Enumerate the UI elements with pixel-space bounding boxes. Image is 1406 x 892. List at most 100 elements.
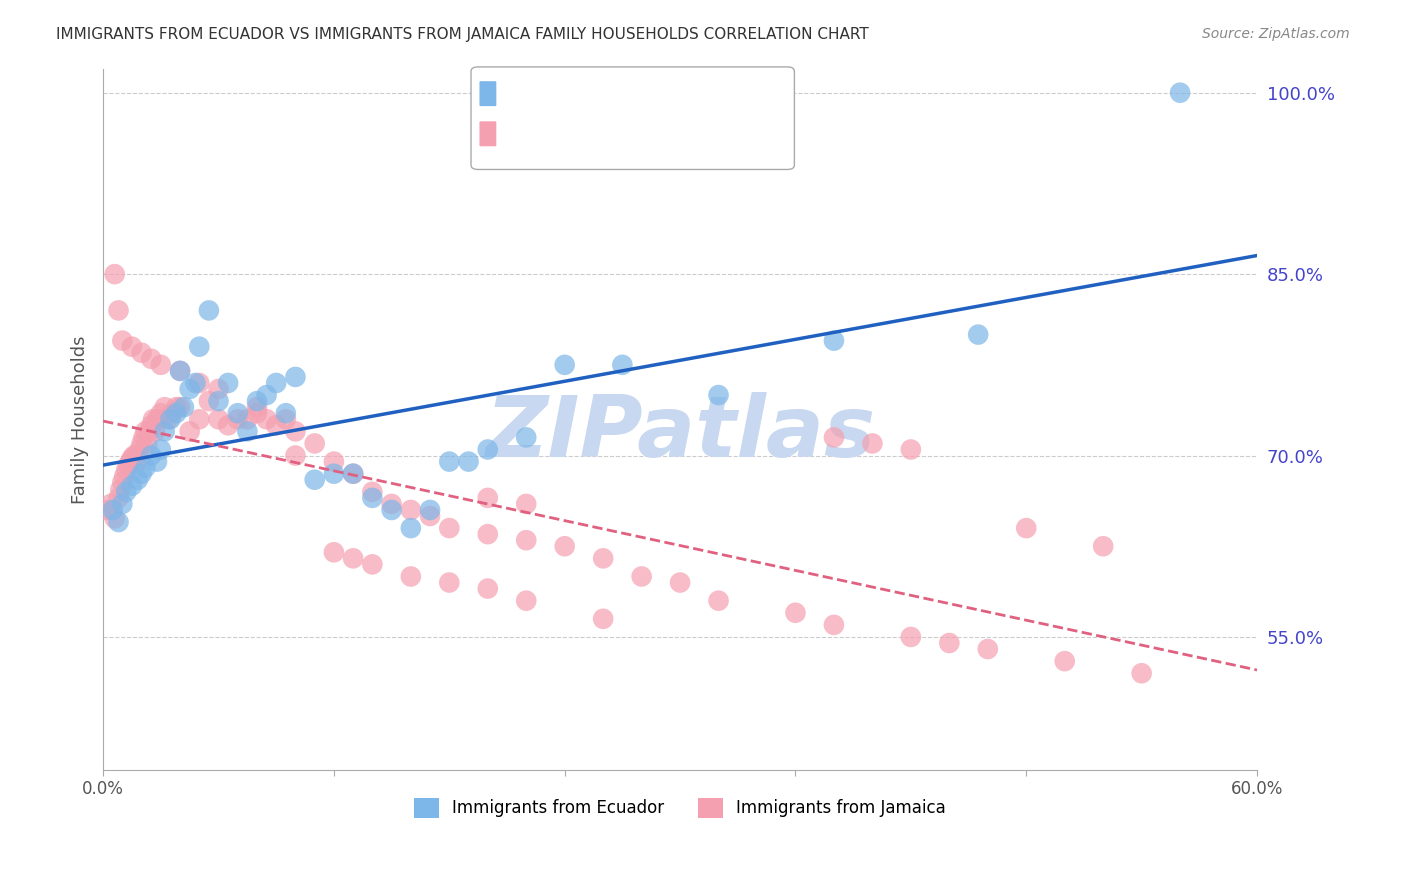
Point bbox=[304, 473, 326, 487]
Point bbox=[304, 436, 326, 450]
Point bbox=[207, 382, 229, 396]
Point bbox=[823, 334, 845, 348]
Point bbox=[342, 551, 364, 566]
Point bbox=[107, 491, 129, 505]
Point bbox=[136, 436, 159, 450]
Point bbox=[111, 334, 134, 348]
Point bbox=[217, 376, 239, 390]
Point bbox=[274, 406, 297, 420]
Point bbox=[107, 303, 129, 318]
Point bbox=[1053, 654, 1076, 668]
Point bbox=[554, 358, 576, 372]
Point bbox=[131, 345, 153, 359]
Point bbox=[256, 412, 278, 426]
Point bbox=[322, 454, 344, 468]
Point bbox=[274, 412, 297, 426]
Point bbox=[1168, 86, 1191, 100]
Point bbox=[207, 394, 229, 409]
Point bbox=[361, 491, 384, 505]
Point bbox=[165, 400, 187, 414]
Point bbox=[630, 569, 652, 583]
Point bbox=[134, 425, 156, 439]
Point bbox=[284, 449, 307, 463]
Point bbox=[131, 467, 153, 481]
Point bbox=[162, 406, 184, 420]
Point bbox=[938, 636, 960, 650]
Point bbox=[477, 582, 499, 596]
Point bbox=[121, 340, 143, 354]
Point bbox=[142, 412, 165, 426]
Point bbox=[515, 497, 537, 511]
Point bbox=[707, 593, 730, 607]
Point bbox=[141, 351, 163, 366]
Point bbox=[111, 475, 134, 490]
Point bbox=[118, 454, 141, 468]
Point bbox=[149, 358, 172, 372]
Point bbox=[100, 497, 122, 511]
Point bbox=[128, 442, 150, 457]
Point bbox=[612, 358, 634, 372]
Point bbox=[342, 467, 364, 481]
Point bbox=[146, 454, 169, 468]
Point bbox=[256, 388, 278, 402]
Point bbox=[159, 412, 181, 426]
Text: R =: R = bbox=[499, 82, 536, 100]
Legend: Immigrants from Ecuador, Immigrants from Jamaica: Immigrants from Ecuador, Immigrants from… bbox=[408, 791, 953, 825]
Point bbox=[188, 412, 211, 426]
Text: 0.714: 0.714 bbox=[544, 82, 596, 100]
Point bbox=[284, 425, 307, 439]
Text: 92: 92 bbox=[664, 122, 688, 140]
Point bbox=[179, 382, 201, 396]
Text: 0.099: 0.099 bbox=[544, 122, 596, 140]
Point bbox=[226, 406, 249, 420]
Point bbox=[477, 491, 499, 505]
Point bbox=[399, 503, 422, 517]
Point bbox=[477, 442, 499, 457]
Point bbox=[169, 400, 191, 414]
Point bbox=[107, 515, 129, 529]
Text: 46: 46 bbox=[664, 82, 686, 100]
Point bbox=[515, 533, 537, 548]
Text: N =: N = bbox=[619, 122, 655, 140]
Point bbox=[900, 442, 922, 457]
Point bbox=[592, 551, 614, 566]
Point bbox=[361, 484, 384, 499]
Point bbox=[439, 575, 461, 590]
Point bbox=[342, 467, 364, 481]
Point bbox=[115, 484, 138, 499]
Y-axis label: Family Households: Family Households bbox=[72, 335, 89, 503]
Point bbox=[669, 575, 692, 590]
Point bbox=[284, 370, 307, 384]
Point bbox=[117, 458, 139, 473]
Point bbox=[157, 412, 180, 426]
Point bbox=[322, 545, 344, 559]
Point bbox=[322, 467, 344, 481]
Point bbox=[146, 412, 169, 426]
Point bbox=[110, 483, 132, 497]
Point bbox=[141, 449, 163, 463]
Point bbox=[127, 454, 149, 468]
Point bbox=[1015, 521, 1038, 535]
Point bbox=[515, 593, 537, 607]
Point bbox=[419, 508, 441, 523]
Point bbox=[127, 473, 149, 487]
Point bbox=[101, 503, 124, 517]
Point bbox=[198, 303, 221, 318]
Point bbox=[264, 418, 287, 433]
Point bbox=[122, 449, 145, 463]
Text: N =: N = bbox=[619, 82, 655, 100]
Point bbox=[554, 539, 576, 553]
Point bbox=[153, 425, 176, 439]
Point bbox=[439, 521, 461, 535]
Point bbox=[399, 569, 422, 583]
Point bbox=[141, 418, 163, 433]
Point bbox=[439, 454, 461, 468]
Point bbox=[419, 503, 441, 517]
Point bbox=[457, 454, 479, 468]
Point bbox=[131, 436, 153, 450]
Point bbox=[115, 463, 138, 477]
Point bbox=[188, 376, 211, 390]
Text: IMMIGRANTS FROM ECUADOR VS IMMIGRANTS FROM JAMAICA FAMILY HOUSEHOLDS CORRELATION: IMMIGRANTS FROM ECUADOR VS IMMIGRANTS FR… bbox=[56, 27, 869, 42]
Point bbox=[399, 521, 422, 535]
Text: R =: R = bbox=[499, 122, 536, 140]
